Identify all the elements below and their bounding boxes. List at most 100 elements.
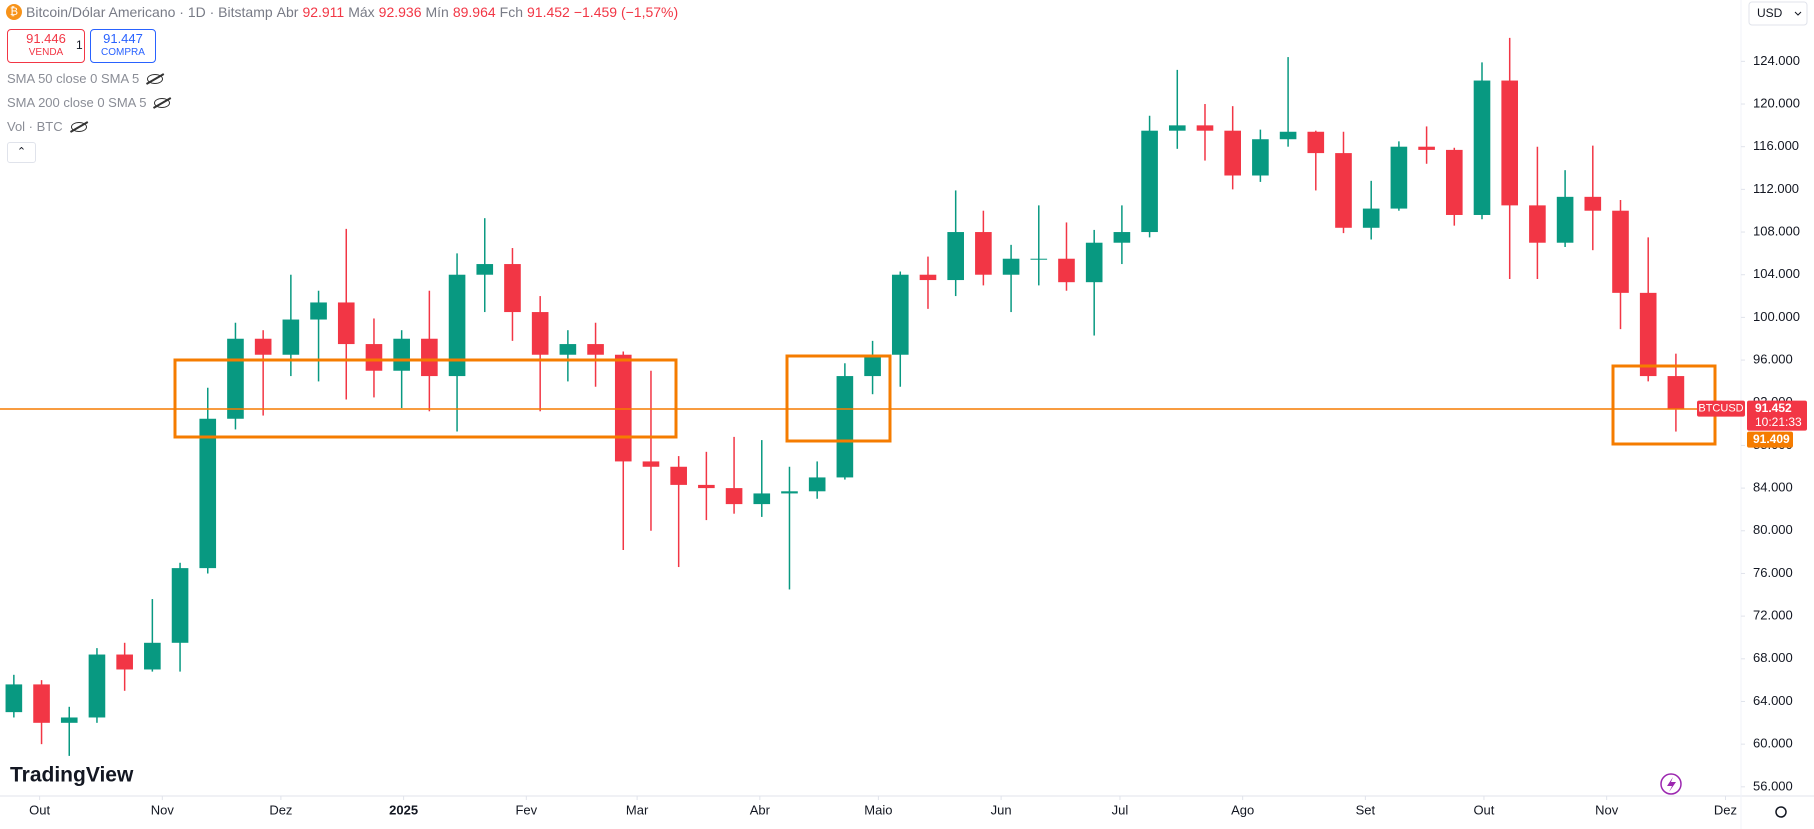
dropdown-arrow — [1794, 11, 1802, 16]
settings-button[interactable] — [1775, 806, 1787, 818]
symbol: Bitcoin/Dólar Americano · 1D · Bitstamp — [26, 4, 273, 20]
lightning-icon — [1667, 777, 1676, 792]
range-box — [785, 354, 892, 443]
candle-body — [725, 488, 743, 505]
candle-body — [975, 232, 992, 275]
candle-body — [88, 654, 106, 718]
plot — [0, 37, 1741, 756]
y-tick-label: 108.000 — [1753, 223, 1800, 238]
x-tick-label: Mar — [626, 802, 649, 817]
hidden-icon — [147, 73, 164, 84]
candle-body — [864, 354, 881, 377]
indicator-label: SMA 200 close 0 SMA 5 — [7, 95, 147, 110]
x-tick-label: Nov — [1595, 802, 1619, 817]
hidden-icon — [154, 97, 171, 108]
candle-body — [504, 264, 521, 313]
sell-button[interactable]: 91.446 VENDA — [7, 29, 85, 63]
candle-body — [1390, 146, 1408, 209]
buy-price: 91.447 — [103, 31, 143, 46]
candle-body — [1085, 242, 1103, 283]
indicator-label: SMA 50 close 0 SMA 5 — [7, 71, 140, 86]
y-tick-label: 72.000 — [1753, 608, 1793, 623]
y-tick-label: 84.000 — [1753, 480, 1793, 495]
candle-body — [1529, 205, 1546, 243]
candle-body — [282, 319, 300, 355]
candle-body — [1639, 292, 1657, 377]
candle-body — [1252, 139, 1269, 176]
sell-label: VENDA — [28, 47, 64, 58]
x-tick-label: Out — [1473, 802, 1494, 817]
y-tick-label: 80.000 — [1753, 522, 1793, 537]
candle-body — [60, 717, 78, 723]
y-tick-label: 116.000 — [1753, 138, 1799, 153]
candle-body — [698, 484, 715, 489]
spread: 1 — [76, 38, 83, 52]
candle-body — [781, 491, 798, 494]
candle-body — [1501, 80, 1519, 206]
candle-body — [1473, 80, 1491, 215]
indicator[interactable]: Vol · BTC — [7, 119, 87, 134]
price-tag — [1697, 400, 1745, 417]
lightning-button[interactable] — [1660, 773, 1682, 795]
collapse-button[interactable]: ⌃ — [7, 142, 36, 163]
candle-body — [1335, 153, 1352, 228]
candle-body — [1279, 131, 1297, 140]
candle-body — [1418, 146, 1435, 150]
candle-body — [1224, 130, 1241, 176]
x-tick-label: 2025 — [389, 802, 418, 817]
candle-body — [227, 338, 244, 419]
indicator[interactable]: SMA 200 close 0 SMA 5 — [7, 95, 171, 110]
y-tick-label: 96.000 — [1753, 352, 1793, 367]
candle-body — [1196, 125, 1214, 131]
level-badge — [1747, 431, 1793, 448]
candle-body — [891, 274, 909, 355]
candle-body — [1168, 125, 1186, 131]
level-label: 91.409 — [1753, 432, 1790, 446]
y-tick-label: 100.000 — [1753, 309, 1800, 324]
y-tick-label: 60.000 — [1753, 736, 1793, 751]
x-tick-label: Out — [29, 802, 50, 817]
candle-body — [254, 338, 272, 355]
candle-body — [1612, 210, 1629, 293]
candle-body — [1445, 149, 1463, 215]
close: 91.452 — [527, 4, 570, 20]
buy-button[interactable]: 91.447 COMPRA — [90, 29, 156, 63]
candle-body — [1307, 131, 1325, 154]
candle-body — [393, 338, 410, 371]
x-tick-label: Ago — [1231, 802, 1254, 817]
y-tick-label: 76.000 — [1753, 565, 1793, 580]
candle-body — [144, 642, 161, 670]
candle-body — [670, 466, 687, 485]
x-tick-label: Fev — [515, 802, 537, 817]
price-tag-name: BTCUSD — [1698, 403, 1743, 415]
change: −1.459 (−1,57%) — [573, 4, 679, 20]
candle-body — [1113, 232, 1131, 243]
candle-body — [310, 302, 327, 320]
candle-body — [587, 344, 604, 355]
candle-body — [1141, 130, 1158, 233]
indicator-label: Vol · BTC — [7, 119, 63, 134]
currency-select[interactable] — [1748, 1, 1808, 26]
x-tick-label: Jul — [1112, 802, 1129, 817]
y-tick-label: 112.000 — [1753, 181, 1799, 196]
candle-body — [33, 684, 50, 723]
y-tick-label: 68.000 — [1753, 650, 1793, 665]
legend: ₿ Bitcoin/Dólar Americano · 1D · Bitstam… — [6, 4, 678, 20]
price-value: 91.452 — [1755, 401, 1792, 415]
x-tick-label: Abr — [750, 802, 771, 817]
candle-body — [1667, 376, 1685, 409]
currency: USD — [1757, 6, 1783, 20]
candle-body — [1030, 258, 1048, 260]
x-tick-label: Dez — [269, 802, 292, 817]
y-tick-label: 120.000 — [1753, 95, 1800, 110]
candle-body — [642, 461, 660, 467]
candle-body — [919, 274, 937, 281]
price-badge — [1747, 400, 1807, 431]
y-tick-label: 104.000 — [1753, 266, 1800, 281]
candle-body — [448, 274, 466, 377]
candle-body — [476, 264, 494, 275]
candle-body — [171, 568, 189, 643]
indicator[interactable]: SMA 50 close 0 SMA 5 — [7, 71, 164, 86]
